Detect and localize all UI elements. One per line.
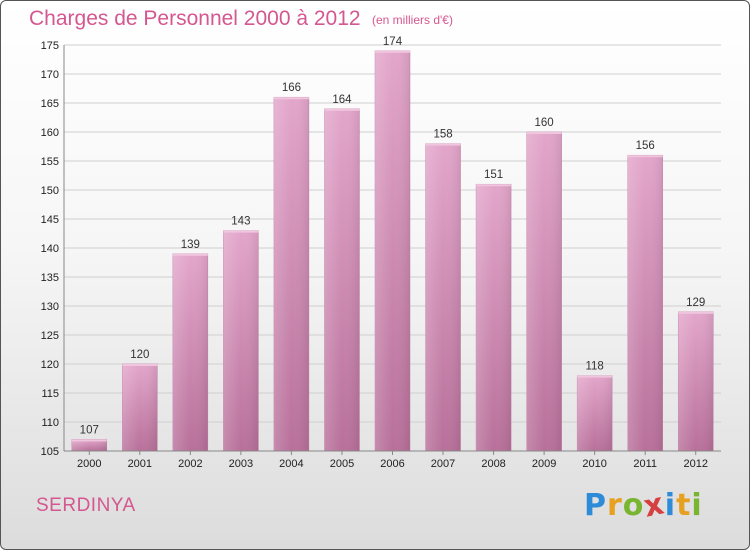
x-tick-label: 2006 [380,458,404,470]
y-tick-label: 120 [41,359,59,371]
bar-top-highlight [425,143,461,146]
bar-shade [425,143,461,451]
x-tick-label: 2003 [229,458,253,470]
logo-letter: i [664,488,677,523]
bar-shade [122,364,158,451]
chart-subtitle: (en milliers d'€) [372,13,453,27]
y-tick-label: 155 [41,156,59,168]
logo-letter: P [584,488,607,523]
y-tick-label: 160 [41,127,59,139]
value-label: 120 [130,349,149,361]
x-tick-label: 2011 [633,458,657,470]
y-tick-label: 165 [41,98,59,110]
y-tick-label: 145 [41,214,59,226]
value-label: 158 [433,129,452,141]
bar-top-highlight [273,97,309,100]
bar-top-highlight [223,230,259,233]
x-tick-label: 2002 [178,458,202,470]
x-tick-label: 2005 [330,458,354,470]
bar-shade [172,253,208,451]
bar-top-highlight [324,108,360,111]
bar-shade [324,108,360,452]
logo-letter: i [691,488,703,523]
bar-shade [375,50,410,452]
commune-name: SERDINYA [36,495,136,516]
logo-letter: t [676,488,692,523]
x-tick-label: 2008 [481,458,505,470]
value-label: 160 [535,117,554,129]
x-tick-label: 2009 [532,458,556,470]
y-tick-label: 125 [41,330,59,342]
bar-top-highlight [375,50,410,53]
y-tick-label: 140 [41,243,59,255]
bar-shade [678,311,714,451]
value-label: 143 [231,216,250,228]
y-tick-label: 115 [41,388,59,400]
bar-top-highlight [172,253,208,256]
x-tick-label: 2001 [128,458,152,470]
bar-shade [577,375,613,451]
value-label: 107 [80,424,99,436]
bar-shade [71,439,107,451]
bar-top-highlight [476,184,512,187]
x-tick-label: 2007 [431,458,455,470]
y-tick-label: 130 [41,301,59,313]
value-label: 174 [383,36,403,48]
value-label: 118 [585,361,603,373]
bar-shade [273,97,309,451]
y-tick-label: 175 [41,40,59,52]
bar-top-highlight [526,132,562,134]
bar-top-highlight [71,439,107,442]
logo-letter: r [607,488,623,523]
y-tick-label: 135 [41,272,59,284]
y-tick-label: 150 [41,185,59,197]
bar-shade [476,184,512,451]
x-tick-label: 2000 [77,458,101,470]
bar-shade [223,230,259,451]
y-tick-label: 110 [41,417,59,429]
chart-title: Charges de Personnel 2000 à 2012 [29,7,361,30]
bar-shade [627,155,663,451]
value-label: 151 [484,169,503,181]
value-label: 139 [181,239,200,251]
bar-top-highlight [627,155,663,158]
logo-letter: o [622,488,645,523]
bar-top-highlight [577,375,613,378]
value-label: 129 [686,297,705,309]
value-label: 164 [332,94,352,106]
x-tick-label: 2012 [683,458,707,470]
bar-top-highlight [678,311,714,314]
proxiti-logo: Proxiti [584,486,703,524]
bar-shade [526,132,562,451]
value-label: 166 [282,82,301,94]
value-label: 156 [636,140,655,152]
y-tick-label: 170 [41,69,59,81]
x-tick-label: 2004 [279,458,303,470]
y-tick-label: 105 [41,446,59,458]
x-tick-label: 2010 [582,458,606,470]
bar-top-highlight [122,364,158,366]
